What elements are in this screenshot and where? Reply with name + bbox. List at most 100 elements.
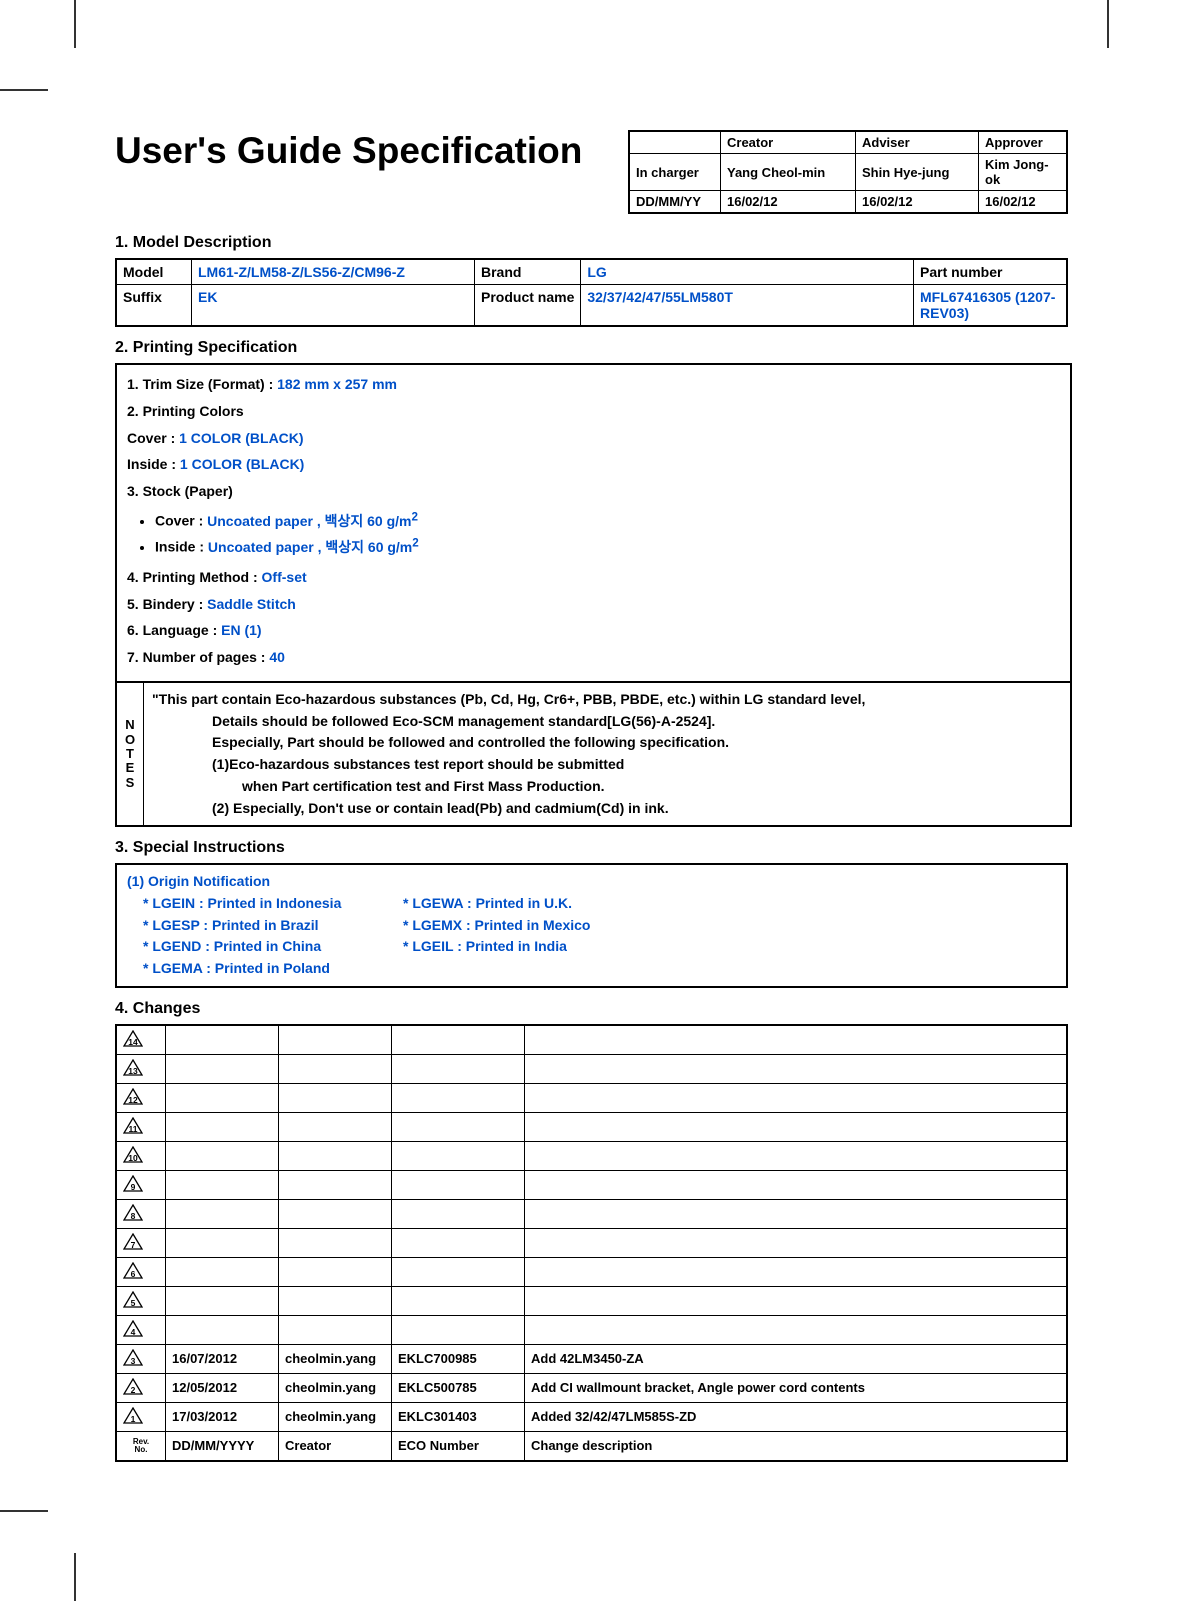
spec-label: 3. Stock (Paper) <box>127 480 1060 504</box>
col-header: DD/MM/YYYY <box>166 1431 279 1461</box>
crop-mark <box>74 0 76 48</box>
prodname-value: 32/37/42/47/55LM580T <box>581 285 914 327</box>
brand-value: LG <box>581 259 914 285</box>
notes-body: "This part contain Eco-hazardous substan… <box>144 683 1070 825</box>
change-desc: Add CI wallmount bracket, Angle power co… <box>525 1373 1068 1402</box>
table-row: 10 <box>116 1141 1067 1170</box>
approval-cell: Yang Cheol-min <box>721 154 856 191</box>
table-row: 4 <box>116 1315 1067 1344</box>
approval-blank-header <box>629 131 721 154</box>
spec-label: Cover : <box>127 430 179 446</box>
spec-value: 1 COLOR (BLACK) <box>179 430 303 446</box>
model-table: Model LM61-Z/LM58-Z/LS56-Z/CM96-Z Brand … <box>115 258 1068 327</box>
approval-cell: Kim Jong-ok <box>979 154 1068 191</box>
model-label: Model <box>116 259 192 285</box>
spec-label: 4. Printing Method : <box>127 569 262 585</box>
model-value: LM61-Z/LM58-Z/LS56-Z/CM96-Z <box>192 259 475 285</box>
col-header: Change description <box>525 1431 1068 1461</box>
spec-label: 2. Printing Colors <box>127 400 1060 424</box>
spec-label: 5. Bindery : <box>127 596 207 612</box>
origin-item: * LGEMA : Printed in Poland <box>143 958 403 980</box>
revision-triangle-icon: 7 <box>123 1233 143 1250</box>
change-date: 12/05/2012 <box>166 1373 279 1402</box>
spec-label: 7. Number of pages : <box>127 649 269 665</box>
table-row: 13 <box>116 1054 1067 1083</box>
change-eco: EKLC301403 <box>392 1402 525 1431</box>
prodname-label: Product name <box>475 285 581 327</box>
partnum-label: Part number <box>914 259 1068 285</box>
changes-table: 1413121110987654316/07/2012cheolmin.yang… <box>115 1024 1068 1462</box>
section-heading: 3. Special Instructions <box>115 839 1068 857</box>
partnum-value: MFL67416305 (1207-REV03) <box>914 285 1068 327</box>
approval-cell: 16/02/12 <box>856 191 979 214</box>
table-row: 212/05/2012cheolmin.yangEKLC500785Add CI… <box>116 1373 1067 1402</box>
revision-triangle-icon: 14 <box>123 1030 143 1047</box>
brand-label: Brand <box>475 259 581 285</box>
change-date: 16/07/2012 <box>166 1344 279 1373</box>
approval-header: Creator <box>721 131 856 154</box>
approval-header: Approver <box>979 131 1068 154</box>
origin-item: * LGEMX : Printed in Mexico <box>403 915 663 937</box>
crop-mark <box>1107 0 1109 48</box>
spec-value: 40 <box>269 649 285 665</box>
crop-mark <box>74 1553 76 1601</box>
origin-title: (1) Origin Notification <box>127 871 1056 893</box>
revision-triangle-icon: 1 <box>123 1407 143 1424</box>
approval-row-label: DD/MM/YY <box>629 191 721 214</box>
origin-item: * LGEIN : Printed in Indonesia <box>143 893 403 915</box>
suffix-value: EK <box>192 285 475 327</box>
revision-triangle-icon: 3 <box>123 1349 143 1366</box>
origin-item: * LGEND : Printed in China <box>143 936 403 958</box>
table-row: 12 <box>116 1083 1067 1112</box>
revision-triangle-icon: 9 <box>123 1175 143 1192</box>
approval-cell: 16/02/12 <box>721 191 856 214</box>
revision-triangle-icon: 10 <box>123 1146 143 1163</box>
approval-table: Creator Adviser Approver In charger Yang… <box>628 130 1068 214</box>
spec-label: Inside : <box>127 456 180 472</box>
approval-header: Adviser <box>856 131 979 154</box>
col-header: Creator <box>279 1431 392 1461</box>
origin-item: * LGEWA : Printed in U.K. <box>403 893 663 915</box>
document-page: User's Guide Specification Creator Advis… <box>0 0 1183 1601</box>
revision-triangle-icon: 5 <box>123 1291 143 1308</box>
origin-item: * LGESP : Printed in Brazil <box>143 915 403 937</box>
approval-cell: Shin Hye-jung <box>856 154 979 191</box>
change-desc: Add 42LM3450-ZA <box>525 1344 1068 1373</box>
section-heading: 1. Model Description <box>115 234 1068 252</box>
table-row: 5 <box>116 1286 1067 1315</box>
notes-line: "This part contain Eco-hazardous substan… <box>152 689 1062 711</box>
page-title: User's Guide Specification <box>115 130 614 172</box>
notes-line: Especially, Part should be followed and … <box>152 732 1062 754</box>
printing-spec-box: 1. Trim Size (Format) : 182 mm x 257 mm … <box>115 363 1072 827</box>
change-desc: Added 32/42/47LM585S-ZD <box>525 1402 1068 1431</box>
suffix-label: Suffix <box>116 285 192 327</box>
table-row: 117/03/2012cheolmin.yangEKLC301403Added … <box>116 1402 1067 1431</box>
spec-value: Saddle Stitch <box>207 596 296 612</box>
approval-row-label: In charger <box>629 154 721 191</box>
revision-triangle-icon: 8 <box>123 1204 143 1221</box>
table-row: 316/07/2012cheolmin.yangEKLC700985Add 42… <box>116 1344 1067 1373</box>
spec-label: 6. Language : <box>127 622 221 638</box>
notes-line: Details should be followed Eco-SCM manag… <box>152 711 1062 733</box>
change-date: 17/03/2012 <box>166 1402 279 1431</box>
revision-triangle-icon: 2 <box>123 1378 143 1395</box>
spec-value: 1 COLOR (BLACK) <box>180 456 304 472</box>
notes-label: NOTES <box>117 683 144 825</box>
revision-triangle-icon: 11 <box>123 1117 143 1134</box>
table-footer-row: Rev.No.DD/MM/YYYYCreatorECO NumberChange… <box>116 1431 1067 1461</box>
spec-value: 182 mm x 257 mm <box>277 376 397 392</box>
table-row: 7 <box>116 1228 1067 1257</box>
notes-line: (2) Especially, Don't use or contain lea… <box>152 798 1062 820</box>
spec-label: 1. Trim Size (Format) : <box>127 376 277 392</box>
spec-value: Off-set <box>262 569 307 585</box>
origin-box: (1) Origin Notification * LGEIN : Printe… <box>115 863 1068 987</box>
table-row: 8 <box>116 1199 1067 1228</box>
table-row: 9 <box>116 1170 1067 1199</box>
notes-line: when Part certification test and First M… <box>152 776 1062 798</box>
change-creator: cheolmin.yang <box>279 1373 392 1402</box>
col-header: ECO Number <box>392 1431 525 1461</box>
table-row: 14 <box>116 1025 1067 1055</box>
crop-mark <box>0 1510 48 1512</box>
revision-triangle-icon: 12 <box>123 1088 143 1105</box>
revision-triangle-icon: 4 <box>123 1320 143 1337</box>
